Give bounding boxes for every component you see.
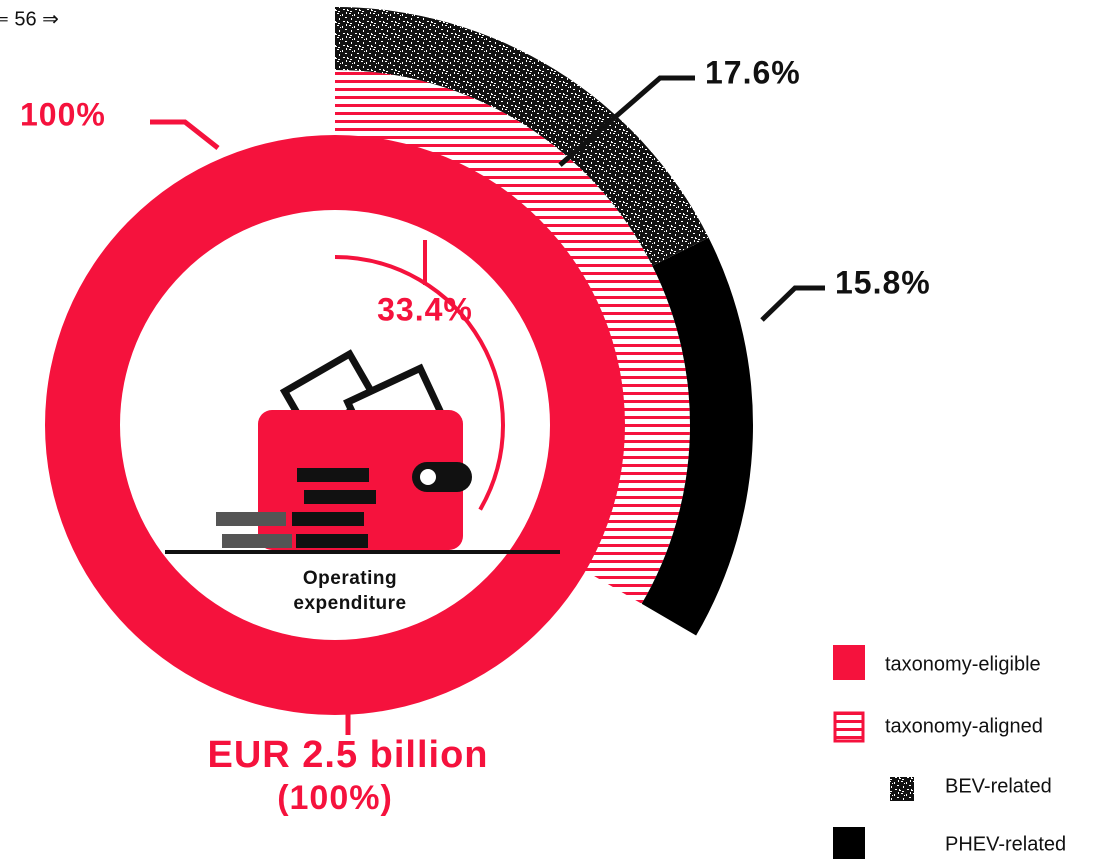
center-label: Operating expenditure [293, 568, 407, 614]
rings [45, 7, 754, 715]
aligned-segment [335, 70, 690, 604]
legend-swatch [833, 827, 865, 859]
value-label: 100% [20, 96, 106, 132]
legend-swatch [833, 711, 865, 743]
phev-segment [641, 237, 754, 636]
leader-line [558, 75, 695, 167]
legend-label: taxonomy-eligible [885, 653, 1041, 675]
leader-line [150, 119, 220, 150]
value-label: 15.8% [835, 264, 931, 300]
value-label: 17.6% [705, 54, 801, 90]
total-label: EUR 2.5 billion [207, 734, 488, 776]
legend-swatch [833, 645, 865, 680]
leader-line [760, 285, 825, 322]
aligned-inner-arc [334, 255, 505, 511]
legend-label: taxonomy-aligned [885, 715, 1043, 737]
bev-segment [335, 7, 709, 266]
legend-label: BEV-related [945, 775, 1052, 797]
page-nav[interactable]: ⇐ 56 ⇒ [0, 8, 59, 30]
legend-label: PHEV-related [945, 833, 1066, 855]
total-share-label: (100%) [277, 779, 393, 817]
value-label: 33.4% [377, 291, 473, 327]
wallet-icon [165, 349, 560, 554]
legend-swatch [890, 777, 914, 801]
